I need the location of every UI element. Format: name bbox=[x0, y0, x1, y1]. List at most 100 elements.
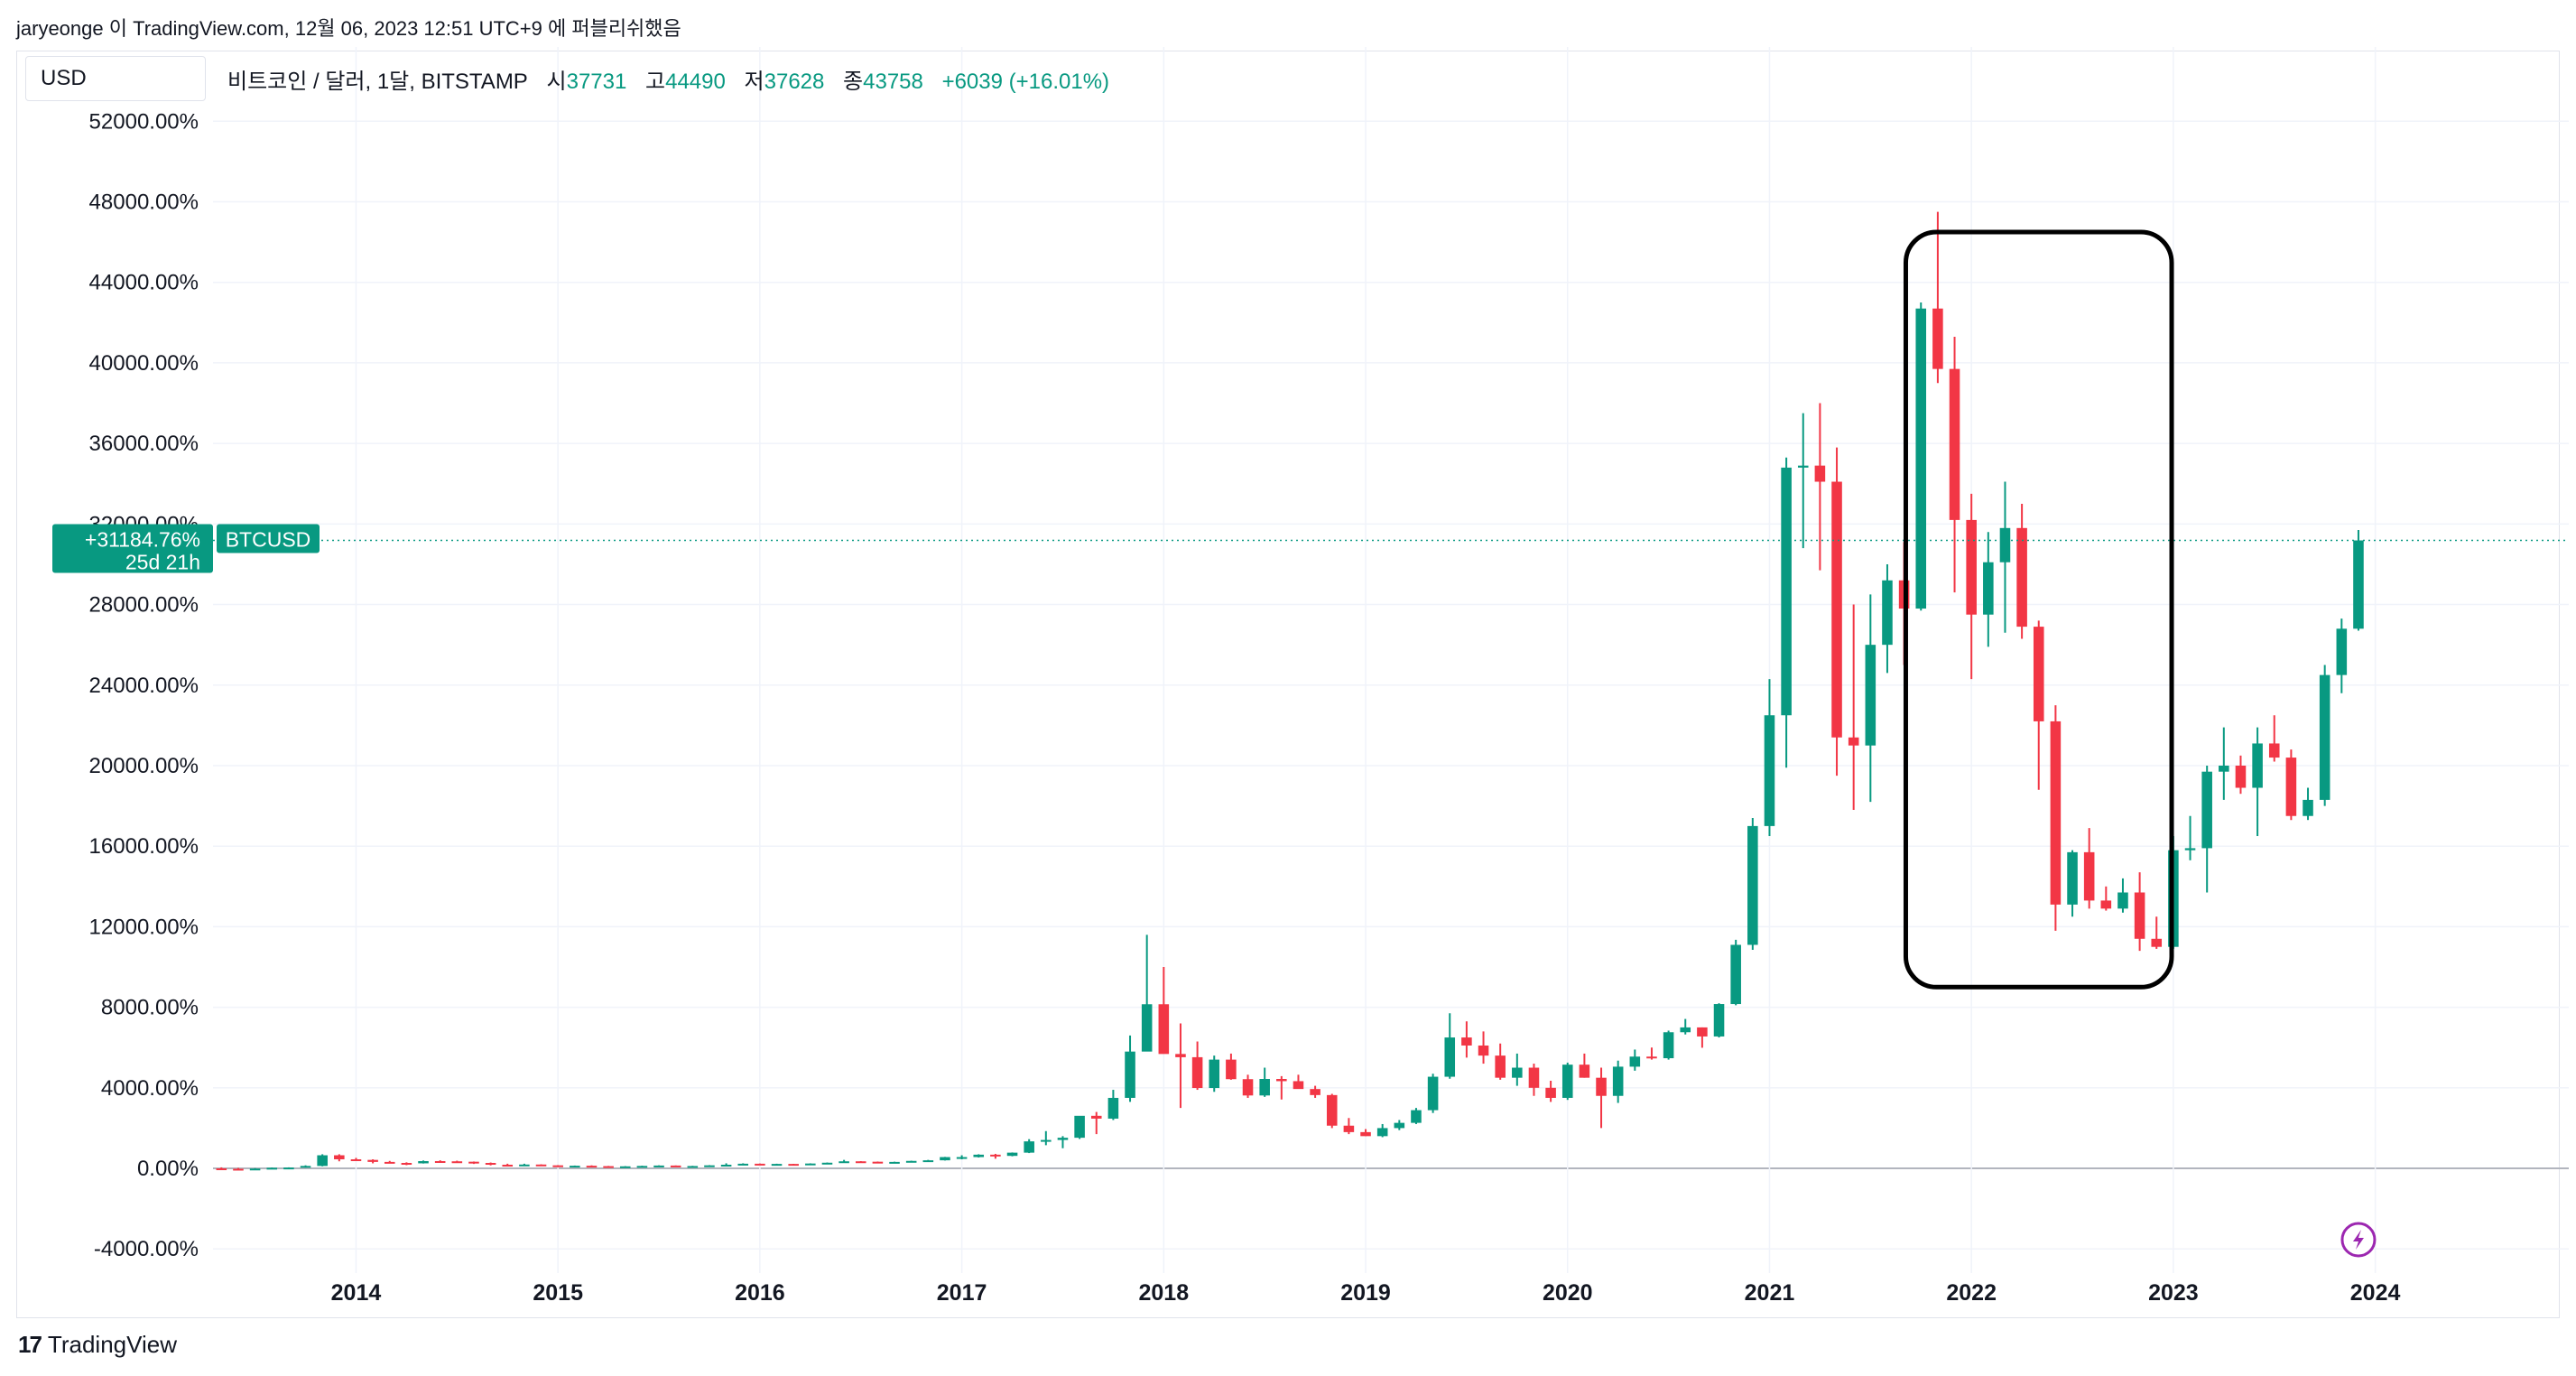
high-label: 고 bbox=[645, 70, 666, 94]
y-tick-label: 8000.00% bbox=[101, 996, 199, 1020]
candle-up bbox=[1865, 645, 1876, 746]
symbol-legend: 비트코인 / 달러, 1달, BITSTAMP 시37731 고44490 저3… bbox=[227, 63, 1109, 95]
candle-down bbox=[1966, 519, 1977, 615]
candle-up bbox=[1074, 1115, 1085, 1139]
y-tick-label: -4000.00% bbox=[94, 1237, 199, 1261]
candle-up bbox=[2353, 540, 2364, 629]
candle-down bbox=[1293, 1081, 1304, 1090]
x-tick-label: 2020 bbox=[1543, 1280, 1593, 1306]
symbol-tag-label: BTCUSD bbox=[226, 528, 311, 552]
candle-down bbox=[1831, 481, 1842, 738]
candles[interactable] bbox=[216, 211, 2364, 1171]
price-tag-countdown: 25d 21h bbox=[125, 551, 200, 574]
candle-up bbox=[1057, 1138, 1069, 1140]
candle-down bbox=[1276, 1079, 1287, 1082]
candle-up bbox=[300, 1166, 311, 1168]
y-tick-label: 44000.00% bbox=[89, 271, 199, 295]
tradingview-logo[interactable]: 17 TradingView bbox=[18, 1331, 177, 1359]
candle-up bbox=[1999, 527, 2011, 562]
candle-down bbox=[1697, 1027, 1708, 1037]
candle-up bbox=[1680, 1027, 1691, 1033]
candle-down bbox=[1596, 1077, 1607, 1096]
candle-up bbox=[1612, 1066, 1624, 1096]
candle-up bbox=[1107, 1097, 1119, 1119]
candle-down bbox=[1191, 1056, 1203, 1089]
candle-up bbox=[1882, 580, 1893, 646]
x-tick-label: 2024 bbox=[2350, 1280, 2401, 1306]
candle-up bbox=[1797, 465, 1809, 468]
candle-up bbox=[2319, 674, 2330, 800]
currency-selector[interactable]: USD bbox=[25, 56, 206, 101]
high-value: 44490 bbox=[665, 70, 726, 94]
candle-up bbox=[2252, 743, 2263, 788]
candle-up bbox=[1663, 1032, 1674, 1059]
lightning-icon bbox=[2352, 1230, 2364, 1250]
candle-up bbox=[1629, 1056, 1641, 1067]
candle-up bbox=[2219, 765, 2229, 772]
candle-down bbox=[434, 1160, 446, 1163]
candle-up bbox=[519, 1164, 530, 1167]
candle-up bbox=[266, 1167, 278, 1170]
x-tick-label: 2022 bbox=[1946, 1280, 1997, 1306]
candle-down bbox=[755, 1163, 765, 1166]
open-label: 시 bbox=[546, 70, 567, 94]
candle-down bbox=[334, 1155, 345, 1159]
candle-down bbox=[1814, 465, 1826, 482]
candle-up bbox=[2117, 892, 2128, 909]
candle-up bbox=[805, 1163, 816, 1166]
candle-down bbox=[670, 1165, 681, 1167]
candle-down bbox=[233, 1168, 244, 1171]
candle-down bbox=[1545, 1087, 1556, 1098]
candle-down bbox=[552, 1165, 563, 1167]
x-tick-label: 2018 bbox=[1139, 1280, 1190, 1306]
candle-down bbox=[586, 1166, 598, 1168]
y-axis: 52000.00% 48000.00% 44000.00% 40000.00% 3600… bbox=[89, 109, 199, 1261]
candle-up bbox=[1512, 1067, 1523, 1078]
symbol-tag-box bbox=[217, 524, 320, 553]
candle-down bbox=[2016, 527, 2027, 628]
candle-down bbox=[2134, 892, 2145, 939]
candle-up bbox=[1006, 1152, 1018, 1157]
overlays: +31184.76%25d 21h BTCUSD bbox=[52, 229, 2569, 1258]
candle-up bbox=[1411, 1110, 1422, 1123]
candle-down bbox=[2083, 851, 2095, 901]
candle-down bbox=[2033, 627, 2044, 721]
candle-up bbox=[2336, 628, 2348, 675]
low-label: 저 bbox=[744, 70, 764, 94]
candle-up bbox=[720, 1165, 732, 1167]
candle-up bbox=[1141, 1004, 1153, 1052]
candle-down bbox=[603, 1166, 614, 1168]
x-tick-label: 2016 bbox=[735, 1280, 785, 1306]
candle-down bbox=[1360, 1131, 1371, 1137]
candle-up bbox=[636, 1166, 648, 1168]
y-tick-label: 12000.00% bbox=[89, 915, 199, 939]
candle-down bbox=[1310, 1089, 1320, 1095]
x-tick-label: 2023 bbox=[2148, 1280, 2199, 1306]
x-tick-label: 2021 bbox=[1745, 1280, 1795, 1306]
candle-down bbox=[1478, 1045, 1489, 1056]
candle-up bbox=[1209, 1059, 1220, 1089]
candle-down bbox=[401, 1163, 412, 1166]
y-tick-label: 40000.00% bbox=[89, 351, 199, 376]
candle-down bbox=[1495, 1055, 1506, 1078]
candle-up bbox=[1376, 1128, 1388, 1137]
candle-up bbox=[570, 1166, 580, 1168]
y-tick-label: 4000.00% bbox=[101, 1076, 199, 1101]
y-tick-label: 20000.00% bbox=[89, 754, 199, 778]
candle-up bbox=[704, 1165, 715, 1167]
chart-frame bbox=[16, 51, 2560, 1318]
candle-down bbox=[1646, 1056, 1657, 1059]
x-tick-label: 2015 bbox=[533, 1280, 583, 1306]
candle-down bbox=[990, 1154, 1001, 1157]
candle-up bbox=[889, 1161, 900, 1164]
candle-up bbox=[317, 1155, 328, 1167]
candle-down bbox=[384, 1161, 395, 1164]
y-tick-label: 52000.00% bbox=[89, 109, 199, 134]
close-label: 종 bbox=[843, 70, 864, 94]
change-value: +6039 (+16.01%) bbox=[941, 70, 1110, 94]
candle-down bbox=[1343, 1125, 1355, 1132]
candle-down bbox=[468, 1161, 479, 1164]
y-tick-label: 24000.00% bbox=[89, 674, 199, 698]
candle-up bbox=[839, 1161, 849, 1164]
